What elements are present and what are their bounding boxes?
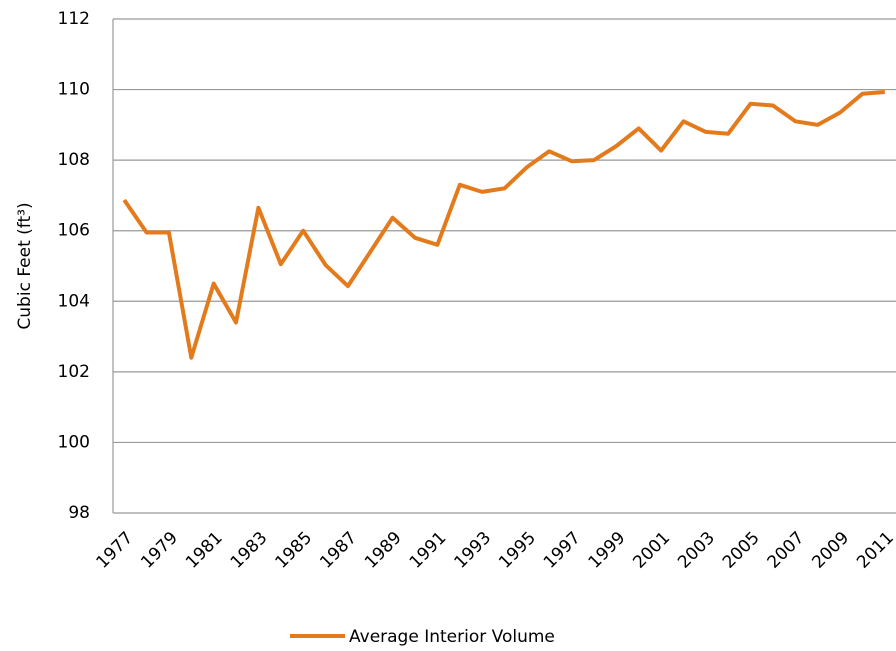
x-tick-label: 2009 <box>808 528 853 573</box>
x-tick-label: 2011 <box>853 528 896 573</box>
y-axis-label: Cubic Feet (ft³) <box>15 202 35 329</box>
x-tick-label: 2005 <box>719 528 764 573</box>
x-tick-label: 1995 <box>495 528 540 573</box>
y-tick-label: 112 <box>58 9 90 29</box>
x-tick-label: 1981 <box>182 528 227 573</box>
x-tick-label: 1997 <box>540 528 585 573</box>
x-tick-label: 1993 <box>450 528 495 573</box>
legend-label: Average Interior Volume <box>349 627 555 647</box>
data-line <box>122 90 885 360</box>
x-tick-label: 2007 <box>764 528 809 573</box>
y-tick-label: 104 <box>58 291 90 311</box>
y-tick-label: 102 <box>58 362 90 382</box>
y-tick-label: 106 <box>58 221 90 241</box>
x-tick-label: 1987 <box>316 528 361 573</box>
y-tick-label: 98 <box>68 503 90 523</box>
x-tick-label: 1979 <box>137 528 182 573</box>
y-tick-label: 110 <box>58 80 90 100</box>
x-tick-label: 1999 <box>585 528 630 573</box>
y-tick-label: 108 <box>58 150 90 170</box>
x-tick-label: 1991 <box>406 528 451 573</box>
x-tick-label: 2001 <box>629 528 674 573</box>
x-tick-label: 1983 <box>227 528 272 573</box>
y-tick-label: 100 <box>58 432 90 452</box>
x-tick-label: 1985 <box>271 528 316 573</box>
x-tick-label: 1977 <box>93 528 138 573</box>
x-tick-label: 2003 <box>674 528 719 573</box>
x-tick-label: 1989 <box>361 528 406 573</box>
